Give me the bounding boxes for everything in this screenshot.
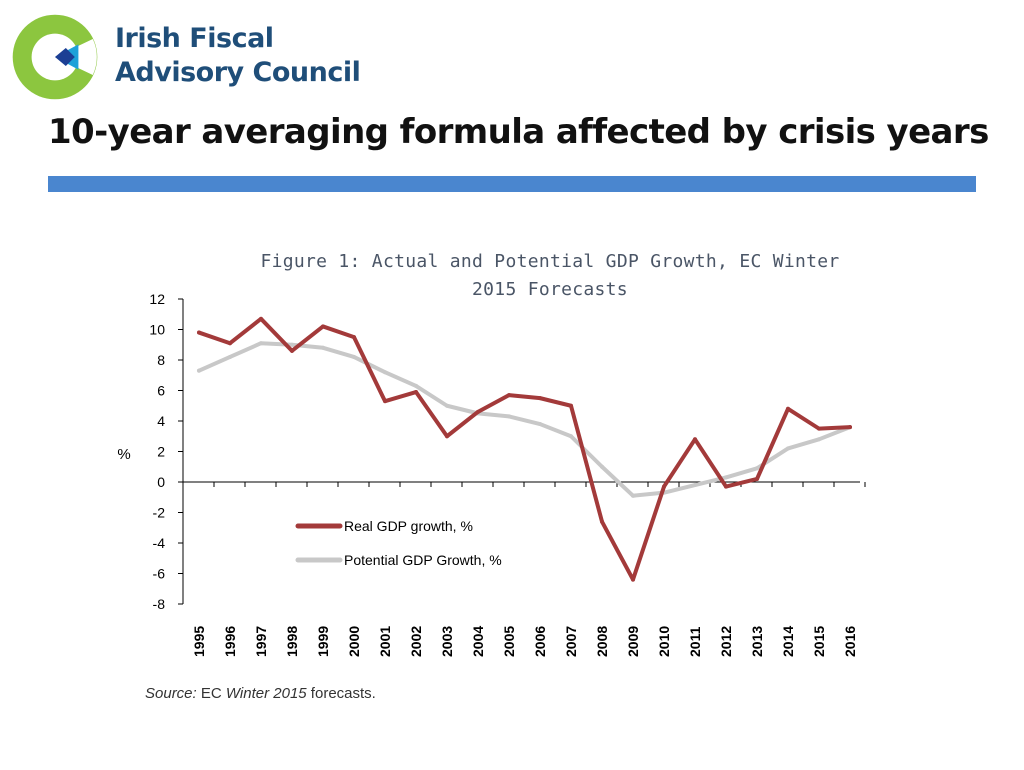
- data-point: [786, 406, 790, 411]
- figure-title-line1: Figure 1: Actual and Potential GDP Growt…: [260, 251, 840, 272]
- data-point: [259, 341, 263, 346]
- chart-legend: Real GDP growth, % Potential GDP Growth, …: [295, 518, 502, 568]
- page-title: 10-year averaging formula affected by cr…: [48, 112, 989, 152]
- data-point: [476, 409, 480, 414]
- x-tick-label: 2010: [656, 626, 672, 657]
- data-point: [662, 484, 666, 489]
- org-name-line2: Advisory Council: [115, 57, 361, 88]
- x-tick-label: 2007: [563, 626, 579, 657]
- legend-label: Real GDP growth, %: [344, 518, 473, 534]
- data-point: [848, 425, 852, 430]
- data-point: [259, 316, 263, 321]
- data-point: [321, 324, 325, 329]
- title-divider: [48, 176, 976, 192]
- x-tick-label: 1995: [191, 626, 207, 657]
- y-axis-title: %: [117, 446, 130, 463]
- data-point: [352, 335, 356, 340]
- x-tick-label: 2003: [439, 626, 455, 657]
- y-tick-label: 2: [157, 444, 165, 460]
- source-italic: Winter 2015: [225, 685, 307, 702]
- data-point: [786, 446, 790, 451]
- chart-series: [197, 316, 852, 582]
- x-tick-label: 1998: [284, 626, 300, 657]
- data-point: [724, 475, 728, 480]
- data-point: [197, 368, 201, 373]
- data-point: [445, 403, 449, 408]
- y-tick-label: -2: [153, 505, 166, 521]
- x-tick-label: 2014: [780, 626, 796, 657]
- source-note: Source: EC Winter 2015 forecasts.: [145, 685, 376, 702]
- x-tick-label: 2006: [532, 626, 548, 657]
- x-tick-label: 2011: [687, 626, 703, 657]
- data-point: [817, 437, 821, 442]
- figure-title-line2: 2015 Forecasts: [472, 279, 628, 300]
- org-name-line1: Irish Fiscal: [115, 23, 274, 54]
- x-tick-label: 2016: [842, 626, 858, 657]
- data-point: [600, 519, 604, 524]
- source-mid: EC: [196, 685, 226, 702]
- data-point: [352, 354, 356, 359]
- data-point: [445, 434, 449, 439]
- x-tick-label: 2001: [377, 626, 393, 657]
- data-point: [817, 426, 821, 431]
- x-tick-label: 2002: [408, 626, 424, 657]
- x-tick-label: 2012: [718, 626, 734, 657]
- y-tick-label: 6: [157, 383, 165, 399]
- x-tick-label: 1996: [222, 626, 238, 657]
- data-point: [507, 393, 511, 398]
- data-point: [197, 330, 201, 335]
- data-point: [755, 476, 759, 481]
- data-point: [228, 341, 232, 346]
- legend-label: Potential GDP Growth, %: [344, 552, 502, 568]
- x-tick-label: 2005: [501, 626, 517, 657]
- data-point: [414, 383, 418, 388]
- org-name: Irish Fiscal Advisory Council: [115, 22, 361, 90]
- y-tick-label: 8: [157, 352, 165, 368]
- series-line-real: [197, 316, 852, 582]
- data-point: [569, 403, 573, 408]
- figure-title: Figure 1: Actual and Potential GDP Growt…: [230, 248, 870, 304]
- y-tick-label: -8: [153, 596, 166, 612]
- data-point: [228, 354, 232, 359]
- series-line-potential: [197, 341, 852, 498]
- data-point: [600, 464, 604, 469]
- data-point: [693, 483, 697, 488]
- y-tick-label: 4: [157, 413, 165, 429]
- x-tick-label: 1997: [253, 626, 269, 657]
- x-tick-label: 2009: [625, 626, 641, 657]
- x-tick-label: 1999: [315, 626, 331, 657]
- data-point: [631, 577, 635, 582]
- data-point: [724, 484, 728, 489]
- y-tick-label: 12: [149, 291, 165, 307]
- data-point: [290, 342, 294, 347]
- source-suffix: forecasts.: [306, 685, 376, 702]
- y-tick-label: -4: [153, 535, 166, 551]
- data-point: [507, 414, 511, 419]
- y-tick-label: -6: [153, 566, 166, 582]
- chart-axes: 12 10 8 6 4 2 0 -2 -4 -6 -8% 1995 1996 1997 1998 1999 20…: [117, 291, 866, 657]
- data-point: [569, 434, 573, 439]
- x-tick-label: 2015: [811, 626, 827, 657]
- data-point: [538, 422, 542, 427]
- data-point: [693, 437, 697, 442]
- data-point: [755, 466, 759, 471]
- data-point: [383, 399, 387, 404]
- y-tick-label: 10: [149, 322, 165, 338]
- x-tick-label: 2004: [470, 626, 486, 657]
- x-tick-label: 2000: [346, 626, 362, 657]
- data-point: [631, 493, 635, 498]
- data-point: [290, 348, 294, 353]
- council-logo-icon: [12, 14, 98, 100]
- y-tick-label: 0: [157, 474, 165, 490]
- x-tick-label: 2008: [594, 626, 610, 657]
- data-point: [383, 370, 387, 375]
- data-point: [321, 345, 325, 350]
- x-tick-label: 2013: [749, 626, 765, 657]
- source-prefix: Source:: [145, 685, 197, 702]
- data-point: [414, 390, 418, 395]
- data-point: [538, 396, 542, 401]
